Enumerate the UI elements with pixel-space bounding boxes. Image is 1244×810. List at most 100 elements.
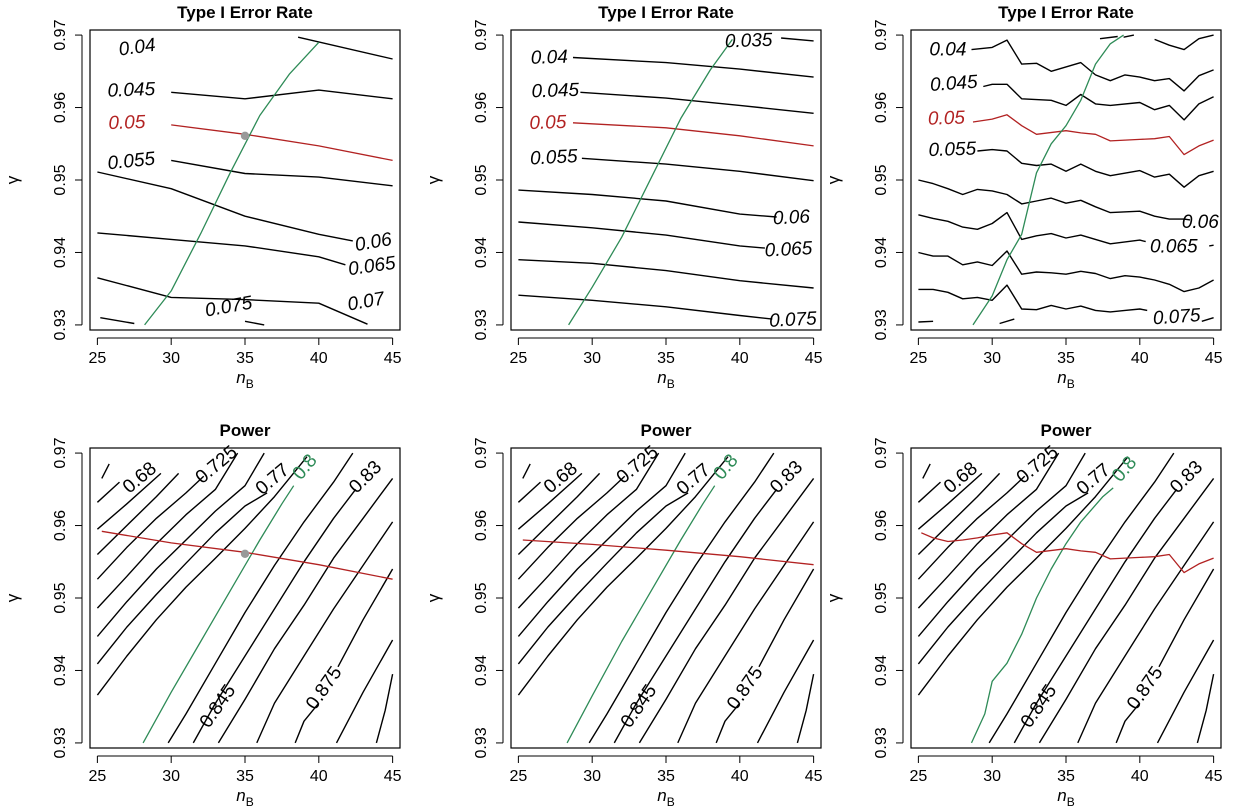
y-tick-label: 0.93 bbox=[873, 727, 890, 758]
y-tick-label: 0.97 bbox=[473, 19, 490, 50]
plot-frame bbox=[910, 447, 1222, 749]
y-axis: 0.93 0.94 0.95 0.96 0.97 γ bbox=[424, 19, 504, 340]
contour-label-0.04: 0.04 bbox=[117, 35, 157, 61]
y-axis-label: γ bbox=[424, 175, 443, 184]
panel-1: Type I Error Rate0.040.0450.050.0550.060… bbox=[3, 3, 402, 391]
x-tick-label: 30 bbox=[583, 350, 601, 367]
x-axis: 25 30 35 40 45 nB bbox=[88, 755, 402, 809]
x-axis: 25 30 35 40 45 nB bbox=[909, 337, 1223, 391]
contour-0.86 bbox=[1077, 521, 1215, 744]
contour-lines bbox=[917, 452, 1215, 744]
x-axis-label-sub: B bbox=[667, 377, 675, 391]
level-0.05-contour bbox=[972, 114, 1214, 156]
contour-0.83 bbox=[1013, 488, 1178, 744]
contour-label-0.065: 0.065 bbox=[347, 253, 397, 280]
contour-label-0.845: 0.845 bbox=[617, 681, 661, 732]
contour-0.04 bbox=[971, 39, 1214, 92]
contour-label-0.04: 0.04 bbox=[531, 47, 569, 69]
x-tick-label: 45 bbox=[805, 350, 823, 367]
contour-0.875 bbox=[758, 568, 815, 668]
contour-0.86 bbox=[256, 521, 394, 744]
contour-0.815 bbox=[167, 452, 354, 744]
x-tick-label: 40 bbox=[731, 768, 749, 785]
contour-label-0.725: 0.725 bbox=[613, 442, 663, 489]
contour-label-0.05: 0.05 bbox=[108, 112, 146, 134]
y-tick-label: 0.96 bbox=[52, 92, 69, 123]
contour-0.07 bbox=[918, 250, 1214, 293]
contour-0.77 bbox=[917, 492, 1089, 665]
contour-label-0.055: 0.055 bbox=[529, 146, 578, 169]
contour-0.04 bbox=[1154, 34, 1214, 51]
contour-0.86 bbox=[677, 521, 815, 744]
contour-0.725 bbox=[917, 475, 1026, 580]
contour-0.89 bbox=[335, 639, 394, 744]
y-tick-label: 0.95 bbox=[473, 164, 490, 195]
contour-label-0.05: 0.05 bbox=[529, 112, 567, 134]
x-tick-label: 45 bbox=[384, 768, 402, 785]
x-axis-label-sub: B bbox=[246, 377, 254, 391]
contour-0.065 bbox=[518, 221, 765, 249]
contour-lines bbox=[97, 36, 393, 326]
contour-0.845 bbox=[638, 477, 815, 744]
contour-0.665 bbox=[101, 463, 110, 479]
x-tick-label: 40 bbox=[1131, 768, 1149, 785]
x-tick-label: 25 bbox=[88, 350, 106, 367]
y-tick-label: 0.94 bbox=[473, 655, 490, 686]
x-axis: 25 30 35 40 45 nB bbox=[88, 337, 402, 391]
plot-frame bbox=[510, 447, 822, 749]
x-tick-label: 30 bbox=[983, 768, 1001, 785]
power-0.8-contour bbox=[142, 485, 295, 744]
power-0.8-contour bbox=[970, 487, 1114, 744]
contour-label-0.035: 0.035 bbox=[725, 30, 774, 53]
contour-0.815 bbox=[988, 452, 1175, 744]
contour-0.875 bbox=[715, 702, 741, 744]
contour-0.695 bbox=[96, 472, 162, 530]
y-tick-label: 0.96 bbox=[873, 92, 890, 123]
contour-0.04 bbox=[1123, 34, 1135, 38]
contour-0.755 bbox=[96, 452, 265, 637]
y-tick-label: 0.94 bbox=[52, 237, 69, 268]
contour-0.055 bbox=[171, 159, 393, 187]
level-0.05-contour bbox=[921, 532, 1214, 574]
y-axis: 0.93 0.94 0.95 0.96 0.97 γ bbox=[424, 437, 504, 758]
contour-label-0.725: 0.725 bbox=[1013, 442, 1063, 489]
contour-0.045 bbox=[580, 91, 814, 114]
contour-label-0.04: 0.04 bbox=[929, 39, 966, 60]
contour-0.755 bbox=[517, 452, 686, 637]
x-tick-label: 45 bbox=[384, 350, 402, 367]
contour-label-0.845: 0.845 bbox=[1017, 681, 1061, 732]
contour-label-0.83: 0.83 bbox=[766, 457, 807, 498]
contour-0.045 bbox=[983, 83, 1214, 121]
contour-0.83 bbox=[613, 488, 778, 744]
contour-0.04 bbox=[572, 56, 814, 78]
x-tick-label: 35 bbox=[1057, 350, 1075, 367]
panel-title: Power bbox=[1040, 421, 1091, 440]
contour-lines bbox=[918, 34, 1214, 326]
power-0.8-contour bbox=[144, 41, 320, 326]
plot-frame bbox=[89, 447, 401, 749]
level-0.05-contour bbox=[522, 539, 814, 566]
contour-label-0.075: 0.075 bbox=[1152, 305, 1201, 329]
contour-0.905 bbox=[1196, 673, 1215, 744]
contour-label-0.055: 0.055 bbox=[928, 138, 977, 161]
contour-0.845 bbox=[217, 477, 394, 744]
y-tick-label: 0.94 bbox=[52, 655, 69, 686]
contour-label-0.83: 0.83 bbox=[1166, 457, 1207, 498]
y-tick-label: 0.95 bbox=[473, 582, 490, 613]
x-tick-label: 40 bbox=[310, 350, 328, 367]
contour-0.71 bbox=[917, 472, 1001, 555]
contour-lines bbox=[518, 37, 814, 326]
contour-label-0.77: 0.77 bbox=[252, 460, 294, 500]
contour-label-0.065: 0.065 bbox=[1150, 236, 1198, 257]
contour-0.785 bbox=[917, 456, 1129, 696]
contour-label-0.875: 0.875 bbox=[1123, 663, 1167, 714]
contour-0.875 bbox=[1158, 568, 1215, 668]
y-tick-label: 0.93 bbox=[52, 727, 69, 758]
y-tick-label: 0.95 bbox=[52, 582, 69, 613]
contour-0.905 bbox=[375, 673, 394, 744]
contour-label-0.8: 0.8 bbox=[289, 450, 322, 484]
contour-label-0.8: 0.8 bbox=[710, 450, 743, 484]
contour-label-0.045: 0.045 bbox=[531, 80, 580, 103]
contour-0.83 bbox=[192, 488, 357, 744]
contour-0.665 bbox=[522, 463, 531, 479]
